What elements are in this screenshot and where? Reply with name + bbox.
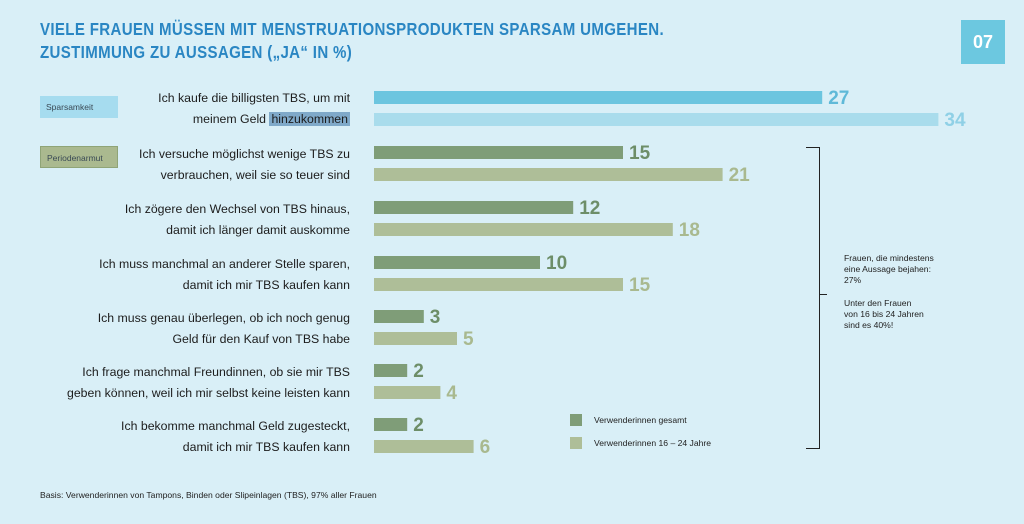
summary-note-young-line-1: Unter den Frauen bbox=[844, 298, 912, 308]
value-label-young-4: 15 bbox=[629, 275, 651, 296]
statement-1-line-2-text: meinem Geld bbox=[192, 112, 270, 126]
bar-total-2 bbox=[374, 146, 623, 159]
statement-3-line-2: damit ich länger damit auskomme bbox=[166, 223, 350, 237]
statement-6: Ich frage manchmal Freundinnen, ob sie m… bbox=[67, 362, 350, 404]
statement-2-line-1: Ich versuche möglichst wenige TBS zu bbox=[139, 147, 350, 161]
legend-swatch-young bbox=[570, 437, 582, 449]
value-label-total-5: 3 bbox=[430, 307, 441, 328]
statement-6-line-2: geben können, weil ich mir selbst keine … bbox=[67, 386, 350, 400]
summary-bracket bbox=[806, 147, 820, 449]
legend-swatch-total bbox=[570, 414, 582, 426]
value-label-total-4: 10 bbox=[546, 253, 567, 274]
bar-young-2 bbox=[374, 168, 723, 181]
legend-label-total: Verwenderinnen gesamt bbox=[594, 415, 687, 425]
statement-4-line-2: damit ich mir TBS kaufen kann bbox=[182, 278, 350, 292]
summary-note-all: Frauen, die mindestens eine Aussage beja… bbox=[844, 253, 964, 286]
value-label-total-7: 2 bbox=[413, 415, 424, 436]
legend-item-young: Verwenderinnen 16 – 24 Jahre bbox=[570, 437, 711, 449]
chart-title-line-2: ZUSTIMMUNG ZU AUSSAGEN („JA“ IN %) bbox=[40, 42, 353, 62]
category-label-sparsamkeit: Sparsamkeit bbox=[40, 96, 118, 118]
legend-label-young: Verwenderinnen 16 – 24 Jahre bbox=[594, 438, 712, 448]
value-label-total-1: 27 bbox=[828, 88, 849, 109]
statement-4: Ich muss manchmal an anderer Stelle spar… bbox=[99, 254, 350, 296]
summary-note-young-line-2: von 16 bis 24 Jahren bbox=[844, 309, 924, 319]
statement-7-line-2: damit ich mir TBS kaufen kann bbox=[182, 440, 350, 454]
chart-title-line-1: VIELE FRAUEN MÜSSEN MIT MENSTRUATIONSPRO… bbox=[40, 19, 664, 39]
value-label-total-6: 2 bbox=[413, 361, 424, 382]
statement-4-line-1: Ich muss manchmal an anderer Stelle spar… bbox=[99, 257, 350, 271]
summary-note-all-line-2: eine Aussage bejahen: bbox=[844, 264, 931, 274]
bar-young-5 bbox=[374, 332, 457, 345]
statement-7: Ich bekomme manchmal Geld zugesteckt, da… bbox=[121, 416, 350, 458]
category-label-periodenarmut: Periodenarmut bbox=[40, 146, 118, 168]
value-label-young-2: 21 bbox=[729, 165, 751, 186]
value-label-total-2: 15 bbox=[629, 143, 651, 164]
statement-5: Ich muss genau überlegen, ob ich noch ge… bbox=[98, 308, 350, 350]
statement-6-line-1: Ich frage manchmal Freundinnen, ob sie m… bbox=[82, 365, 350, 379]
page-number-badge: 07 bbox=[961, 20, 1005, 64]
value-label-total-3: 12 bbox=[579, 198, 600, 219]
bar-young-1 bbox=[374, 113, 939, 126]
statement-3: Ich zögere den Wechsel von TBS hinaus, d… bbox=[125, 199, 350, 241]
summary-bracket-tick bbox=[820, 294, 827, 295]
bar-total-4 bbox=[374, 256, 540, 269]
bar-total-7 bbox=[374, 418, 408, 431]
chart-title: VIELE FRAUEN MÜSSEN MIT MENSTRUATIONSPRO… bbox=[40, 18, 664, 64]
bar-young-7 bbox=[374, 440, 474, 453]
value-label-young-7: 6 bbox=[480, 437, 491, 458]
bar-young-3 bbox=[374, 223, 673, 236]
bar-total-3 bbox=[374, 201, 574, 214]
summary-note-all-line-3: 27% bbox=[844, 275, 862, 285]
basis-footnote: Basis: Verwenderinnen von Tampons, Binde… bbox=[40, 490, 377, 500]
bar-total-5 bbox=[374, 310, 424, 323]
statement-5-line-1: Ich muss genau überlegen, ob ich noch ge… bbox=[97, 311, 350, 325]
bar-total-1 bbox=[374, 91, 823, 104]
statement-7-line-1: Ich bekomme manchmal Geld zugesteckt, bbox=[121, 419, 350, 433]
summary-note-all-line-1: Frauen, die mindestens bbox=[844, 253, 934, 263]
statement-3-line-1: Ich zögere den Wechsel von TBS hinaus, bbox=[124, 202, 350, 216]
statement-5-line-2: Geld für den Kauf von TBS habe bbox=[172, 332, 350, 346]
legend-item-total: Verwenderinnen gesamt bbox=[570, 414, 687, 426]
value-label-young-1: 34 bbox=[944, 110, 966, 131]
bar-young-6 bbox=[374, 386, 441, 399]
value-label-young-5: 5 bbox=[463, 329, 474, 350]
statement-2-line-2: verbrauchen, weil sie so teuer sind bbox=[160, 168, 350, 182]
bar-young-4 bbox=[374, 278, 623, 291]
summary-note-young: Unter den Frauen von 16 bis 24 Jahren si… bbox=[844, 298, 964, 331]
statement-1: Ich kaufe die billigsten TBS, um mit mei… bbox=[158, 88, 350, 130]
statement-1-line-1: Ich kaufe die billigsten TBS, um mit bbox=[158, 91, 350, 105]
statement-1-line-2: meinem Geld hinzukommen bbox=[158, 109, 350, 130]
value-label-young-3: 18 bbox=[679, 220, 700, 241]
statement-2: Ich versuche möglichst wenige TBS zu ver… bbox=[139, 144, 350, 186]
summary-note-young-line-3: sind es 40%! bbox=[844, 320, 894, 330]
bar-total-6 bbox=[374, 364, 408, 377]
value-label-young-6: 4 bbox=[446, 383, 457, 404]
statement-1-highlight: hinzukommen bbox=[269, 112, 350, 126]
